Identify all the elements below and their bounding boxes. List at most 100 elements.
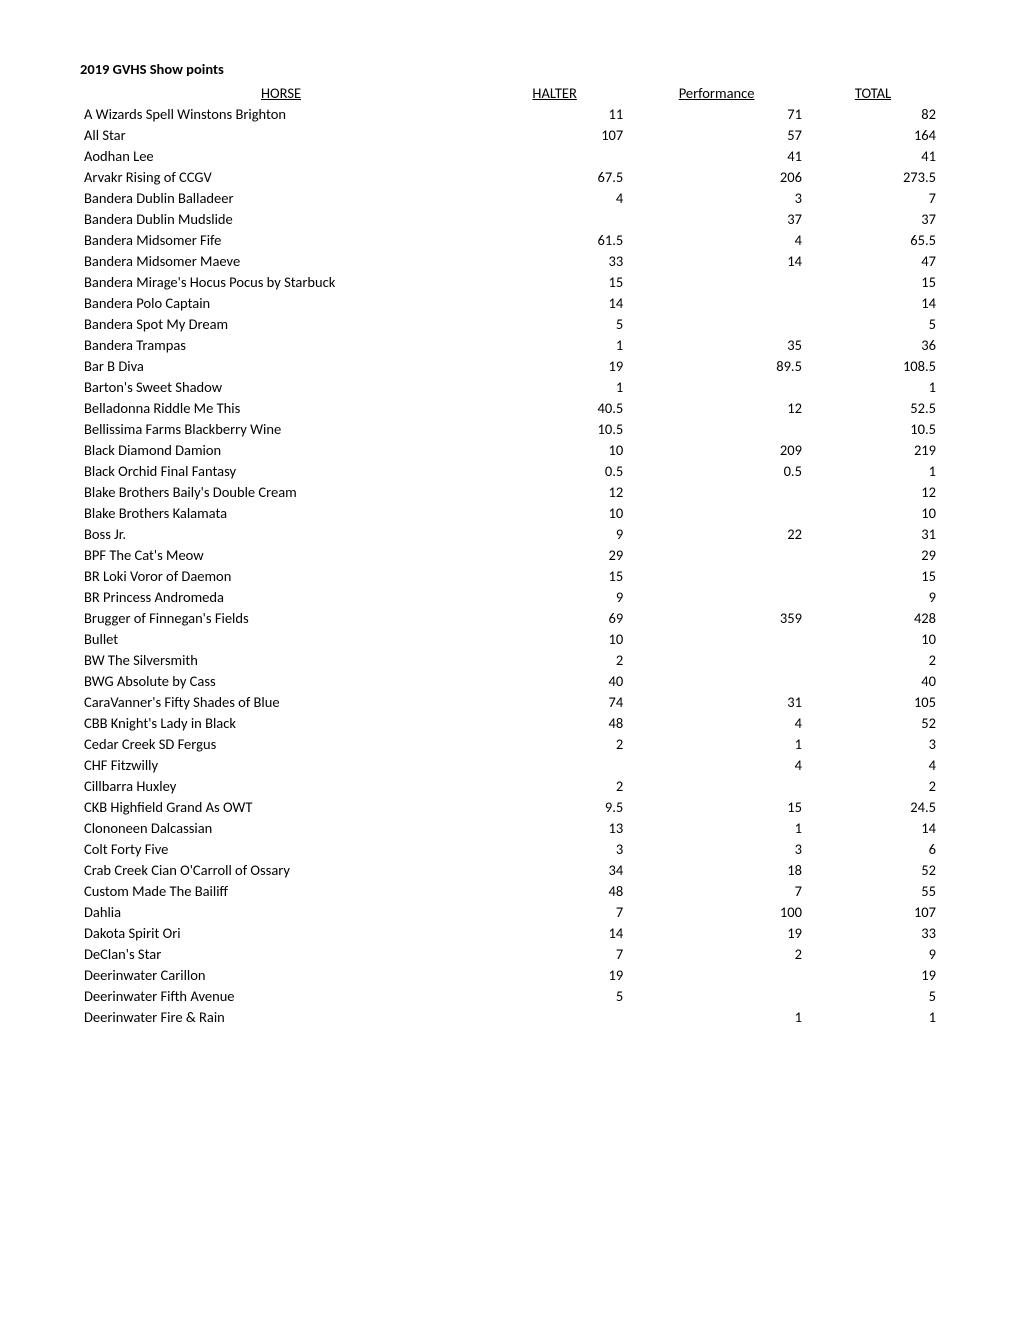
cell-halter: 19: [482, 355, 627, 376]
cell-halter: 12: [482, 481, 627, 502]
cell-horse: Bandera Polo Captain: [80, 292, 482, 313]
cell-halter: 19: [482, 964, 627, 985]
cell-horse: BW The Silversmith: [80, 649, 482, 670]
table-row: Bar B Diva1989.5108.5: [80, 355, 940, 376]
cell-total: 52.5: [806, 397, 940, 418]
cell-halter: 61.5: [482, 229, 627, 250]
cell-performance: [627, 985, 806, 1006]
cell-horse: Custom Made The Bailiff: [80, 880, 482, 901]
cell-performance: 19: [627, 922, 806, 943]
cell-total: 5: [806, 985, 940, 1006]
cell-halter: 40.5: [482, 397, 627, 418]
table-row: Custom Made The Bailiff48755: [80, 880, 940, 901]
cell-performance: [627, 964, 806, 985]
cell-horse: Crab Creek Cian O'Carroll of Ossary: [80, 859, 482, 880]
table-row: Bandera Polo Captain1414: [80, 292, 940, 313]
cell-halter: 5: [482, 313, 627, 334]
cell-horse: Cedar Creek SD Fergus: [80, 733, 482, 754]
cell-total: 36: [806, 334, 940, 355]
table-row: Cedar Creek SD Fergus213: [80, 733, 940, 754]
cell-horse: Deerinwater Fire & Rain: [80, 1006, 482, 1027]
cell-performance: 2: [627, 943, 806, 964]
cell-horse: DeClan's Star: [80, 943, 482, 964]
cell-halter: 7: [482, 901, 627, 922]
cell-total: 164: [806, 124, 940, 145]
table-row: Blake Brothers Baily's Double Cream1212: [80, 481, 940, 502]
table-row: Crab Creek Cian O'Carroll of Ossary34185…: [80, 859, 940, 880]
table-body: A Wizards Spell Winstons Brighton117182A…: [80, 103, 940, 1027]
cell-horse: Boss Jr.: [80, 523, 482, 544]
cell-halter: 13: [482, 817, 627, 838]
cell-total: 219: [806, 439, 940, 460]
cell-performance: 57: [627, 124, 806, 145]
page-title: 2019 GVHS Show points: [80, 60, 940, 78]
cell-horse: Deerinwater Fifth Avenue: [80, 985, 482, 1006]
cell-total: 40: [806, 670, 940, 691]
cell-performance: 71: [627, 103, 806, 124]
cell-halter: 2: [482, 649, 627, 670]
cell-horse: CBB Knight's Lady in Black: [80, 712, 482, 733]
cell-total: 9: [806, 586, 940, 607]
table-row: Cillbarra Huxley22: [80, 775, 940, 796]
col-horse: HORSE: [80, 82, 482, 103]
cell-total: 41: [806, 145, 940, 166]
cell-performance: 18: [627, 859, 806, 880]
cell-halter: 10: [482, 439, 627, 460]
cell-performance: 209: [627, 439, 806, 460]
cell-horse: Bandera Spot My Dream: [80, 313, 482, 334]
table-row: BR Loki Voror of Daemon1515: [80, 565, 940, 586]
cell-halter: 67.5: [482, 166, 627, 187]
cell-horse: Dahlia: [80, 901, 482, 922]
cell-horse: Bandera Trampas: [80, 334, 482, 355]
cell-total: 1: [806, 1006, 940, 1027]
cell-total: 24.5: [806, 796, 940, 817]
cell-horse: Bar B Diva: [80, 355, 482, 376]
cell-halter: [482, 208, 627, 229]
cell-horse: CaraVanner's Fifty Shades of Blue: [80, 691, 482, 712]
table-row: Aodhan Lee4141: [80, 145, 940, 166]
cell-halter: 10: [482, 628, 627, 649]
table-row: Bullet1010: [80, 628, 940, 649]
cell-horse: Blake Brothers Baily's Double Cream: [80, 481, 482, 502]
cell-total: 6: [806, 838, 940, 859]
cell-halter: [482, 1006, 627, 1027]
cell-halter: 74: [482, 691, 627, 712]
table-row: CBB Knight's Lady in Black48452: [80, 712, 940, 733]
cell-total: 15: [806, 271, 940, 292]
cell-total: 9: [806, 943, 940, 964]
cell-performance: 89.5: [627, 355, 806, 376]
cell-total: 52: [806, 712, 940, 733]
cell-horse: Deerinwater Carillon: [80, 964, 482, 985]
cell-total: 105: [806, 691, 940, 712]
cell-performance: 1: [627, 1006, 806, 1027]
cell-horse: Brugger of Finnegan's Fields: [80, 607, 482, 628]
table-row: BWG Absolute by Cass4040: [80, 670, 940, 691]
cell-performance: 3: [627, 187, 806, 208]
cell-horse: All Star: [80, 124, 482, 145]
table-row: BPF The Cat's Meow2929: [80, 544, 940, 565]
table-row: Bandera Trampas13536: [80, 334, 940, 355]
cell-performance: 31: [627, 691, 806, 712]
table-row: Deerinwater Carillon1919: [80, 964, 940, 985]
table-row: BW The Silversmith22: [80, 649, 940, 670]
table-row: Brugger of Finnegan's Fields69359428: [80, 607, 940, 628]
cell-halter: 11: [482, 103, 627, 124]
cell-total: 29: [806, 544, 940, 565]
cell-performance: 41: [627, 145, 806, 166]
cell-total: 33: [806, 922, 940, 943]
cell-total: 1: [806, 460, 940, 481]
cell-halter: [482, 754, 627, 775]
cell-performance: 359: [627, 607, 806, 628]
cell-performance: [627, 418, 806, 439]
cell-performance: 3: [627, 838, 806, 859]
table-row: Belladonna Riddle Me This40.51252.5: [80, 397, 940, 418]
cell-performance: 15: [627, 796, 806, 817]
cell-halter: 107: [482, 124, 627, 145]
cell-halter: 15: [482, 271, 627, 292]
cell-total: 14: [806, 292, 940, 313]
table-row: Clononeen Dalcassian13114: [80, 817, 940, 838]
cell-halter: 9.5: [482, 796, 627, 817]
cell-horse: Bandera Midsomer Fife: [80, 229, 482, 250]
table-header-row: HORSE HALTER Performance TOTAL: [80, 82, 940, 103]
cell-performance: 14: [627, 250, 806, 271]
